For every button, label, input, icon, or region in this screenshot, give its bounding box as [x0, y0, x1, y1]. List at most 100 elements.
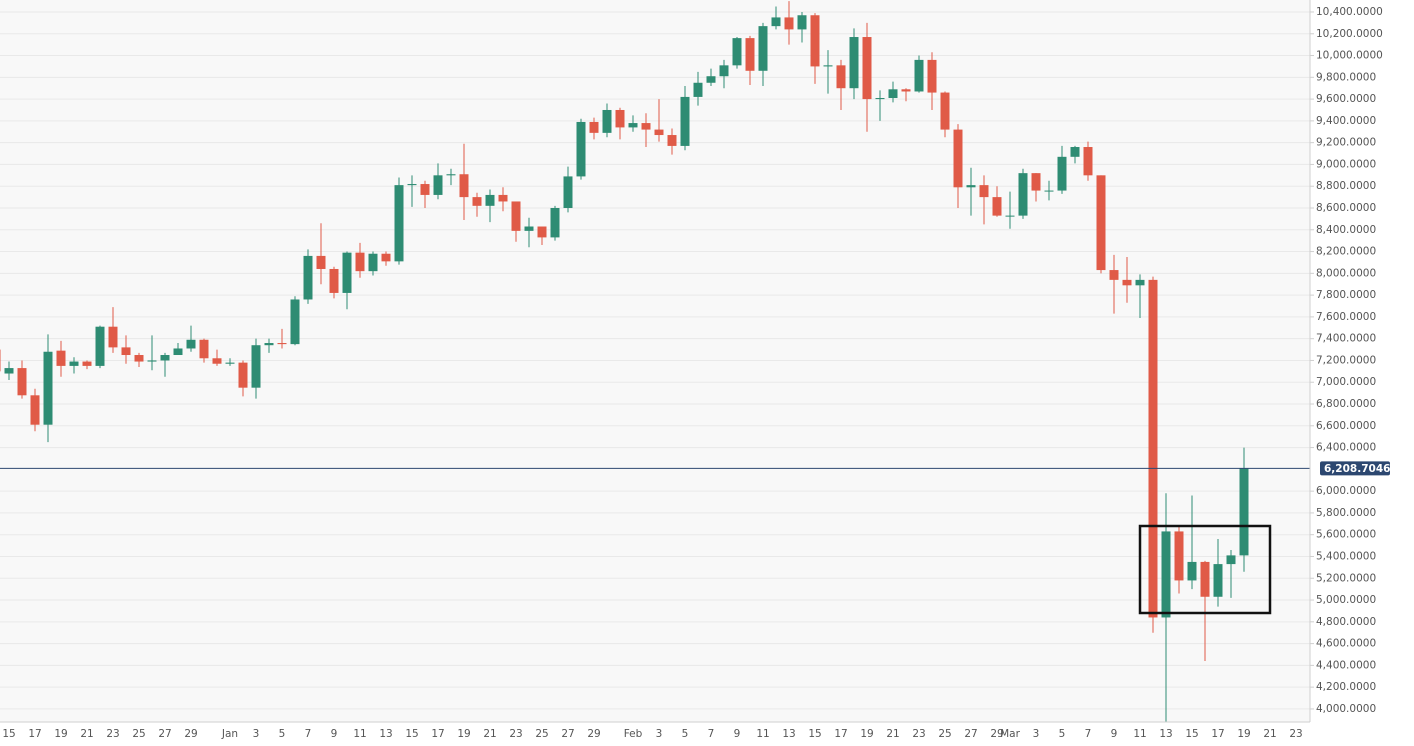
x-tick-label: 19 [54, 728, 67, 740]
candle-body [147, 360, 157, 362]
x-tick-label: Feb [624, 728, 643, 740]
y-tick-label: 9,200.0000 [1316, 137, 1376, 149]
candle-body [17, 368, 27, 396]
plot-background [0, 0, 1310, 722]
y-tick-label: 8,400.0000 [1316, 224, 1376, 236]
candle-body [30, 395, 40, 425]
y-tick-label: 5,400.0000 [1316, 550, 1376, 562]
candle-body [69, 361, 79, 366]
x-tick-label: 5 [279, 728, 286, 740]
y-tick-label: 5,600.0000 [1316, 529, 1376, 541]
candle-body [225, 362, 235, 364]
candle-body [1005, 215, 1015, 217]
candle-body [472, 197, 482, 206]
candle-body [927, 59, 937, 93]
candle-body [641, 123, 651, 130]
y-tick-label: 7,800.0000 [1316, 289, 1376, 301]
candle-body [303, 255, 313, 300]
x-tick-label: 11 [1133, 728, 1146, 740]
candle-body [381, 253, 391, 262]
candle-body [1122, 279, 1132, 286]
candle-body [1057, 156, 1067, 191]
x-tick-label: 23 [912, 728, 925, 740]
candle-body [706, 76, 716, 83]
candles [0, 1, 1310, 722]
last-price-badge [1320, 461, 1390, 476]
y-tick-label: 9,400.0000 [1316, 115, 1376, 127]
x-tick-label: 15 [2, 728, 15, 740]
candle-body [667, 135, 677, 146]
candle-body [82, 361, 92, 366]
y-tick-label: 8,000.0000 [1316, 267, 1376, 279]
candle-body [823, 65, 833, 67]
y-tick-label: 6,400.0000 [1316, 442, 1376, 454]
candle-body [459, 174, 469, 198]
x-tick-label: 25 [132, 728, 145, 740]
candle-body [160, 355, 170, 361]
candle-body [1200, 561, 1210, 597]
candle-body [1161, 531, 1171, 618]
candle-body [329, 268, 339, 293]
candle-body [953, 129, 963, 188]
candle-body [342, 252, 352, 293]
x-tick-label: 23 [509, 728, 522, 740]
candle-body [888, 89, 898, 99]
x-tick-label: 9 [1111, 728, 1118, 740]
y-tick-label: 9,800.0000 [1316, 71, 1376, 83]
candle-body [979, 185, 989, 198]
y-tick-label: 4,600.0000 [1316, 638, 1376, 650]
x-tick-label: 7 [1085, 728, 1092, 740]
candle-body [290, 299, 300, 345]
x-tick-label: 15 [1185, 728, 1198, 740]
candle-body [277, 343, 287, 345]
candle-body [797, 15, 807, 30]
x-tick-label: 9 [331, 728, 338, 740]
y-tick-label: 5,000.0000 [1316, 594, 1376, 606]
candle-body [602, 109, 612, 133]
candle-body [680, 96, 690, 146]
x-tick-label: 7 [708, 728, 715, 740]
candle-body [992, 197, 1002, 216]
y-tick-label: 7,600.0000 [1316, 311, 1376, 323]
y-tick-label: 7,000.0000 [1316, 376, 1376, 388]
candle-body [576, 121, 586, 177]
candle-body [251, 345, 261, 388]
x-tick-label: 5 [682, 728, 689, 740]
candle-body [758, 26, 768, 71]
y-tick-label: 5,200.0000 [1316, 572, 1376, 584]
candle-body [485, 194, 495, 206]
candle-body [511, 201, 521, 231]
x-tick-label: 13 [782, 728, 795, 740]
x-tick-label: 11 [756, 728, 769, 740]
candle-body [1135, 279, 1145, 286]
candle-body [862, 37, 872, 100]
x-tick-label: 29 [184, 728, 197, 740]
x-tick-label: 7 [305, 728, 312, 740]
candle-body [433, 175, 443, 195]
y-tick-label: 9,000.0000 [1316, 158, 1376, 170]
x-tick-label: 21 [886, 728, 899, 740]
candle-body [745, 38, 755, 71]
x-tick-label: 3 [253, 728, 260, 740]
candle-body [589, 121, 599, 133]
candle-body [498, 194, 508, 202]
candle-body [550, 207, 560, 238]
x-tick-label: 25 [535, 728, 548, 740]
y-tick-label: 10,000.0000 [1316, 50, 1383, 62]
x-tick-label: 29 [587, 728, 600, 740]
candle-body [1096, 175, 1106, 271]
x-tick-label: 3 [1033, 728, 1040, 740]
candle-body [0, 349, 1, 372]
candle-body [1044, 190, 1054, 192]
x-tick-label: 13 [1159, 728, 1172, 740]
candle-body [238, 362, 248, 388]
x-tick-label: 25 [938, 728, 951, 740]
candle-body [719, 65, 729, 77]
highlight-box [1138, 524, 1272, 615]
y-tick-label: 7,400.0000 [1316, 333, 1376, 345]
candle-body [1187, 561, 1197, 581]
y-tick-label: 10,400.0000 [1316, 6, 1383, 18]
candle-body [1174, 531, 1184, 581]
x-tick-label: 15 [808, 728, 821, 740]
